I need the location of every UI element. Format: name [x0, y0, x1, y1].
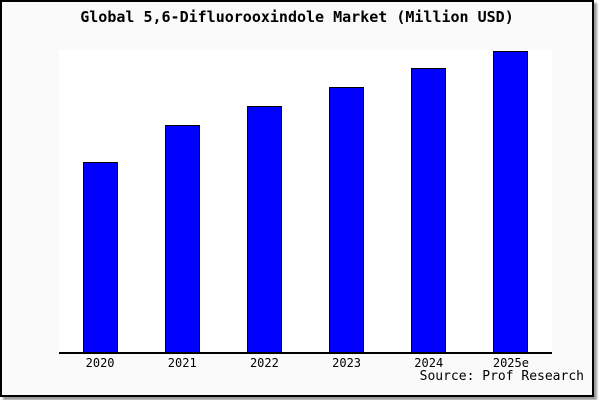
x-tick-label-2022: 2022: [249, 356, 279, 370]
x-tick-label-2023: 2023: [332, 356, 362, 370]
bar-2021: [164, 125, 200, 352]
bar-2024: [411, 68, 447, 352]
x-tick-label-2025e: 2025e: [492, 356, 529, 370]
x-tick-label-2021: 2021: [167, 356, 197, 370]
bar-2023: [329, 87, 365, 352]
x-tick-label-2020: 2020: [85, 356, 115, 370]
chart-title: Global 5,6-Difluorooxindole Market (Mill…: [80, 8, 514, 26]
bar-2025e: [493, 51, 529, 352]
x-tick-label-2024: 2024: [414, 356, 444, 370]
bar-2022: [246, 106, 282, 352]
bar-2020: [82, 162, 118, 352]
x-axis-labels: 2020 2021 2022 2023 2024 2025e: [59, 356, 552, 372]
plot-area: [59, 50, 552, 354]
source-note: Source: Prof Research: [419, 369, 584, 384]
